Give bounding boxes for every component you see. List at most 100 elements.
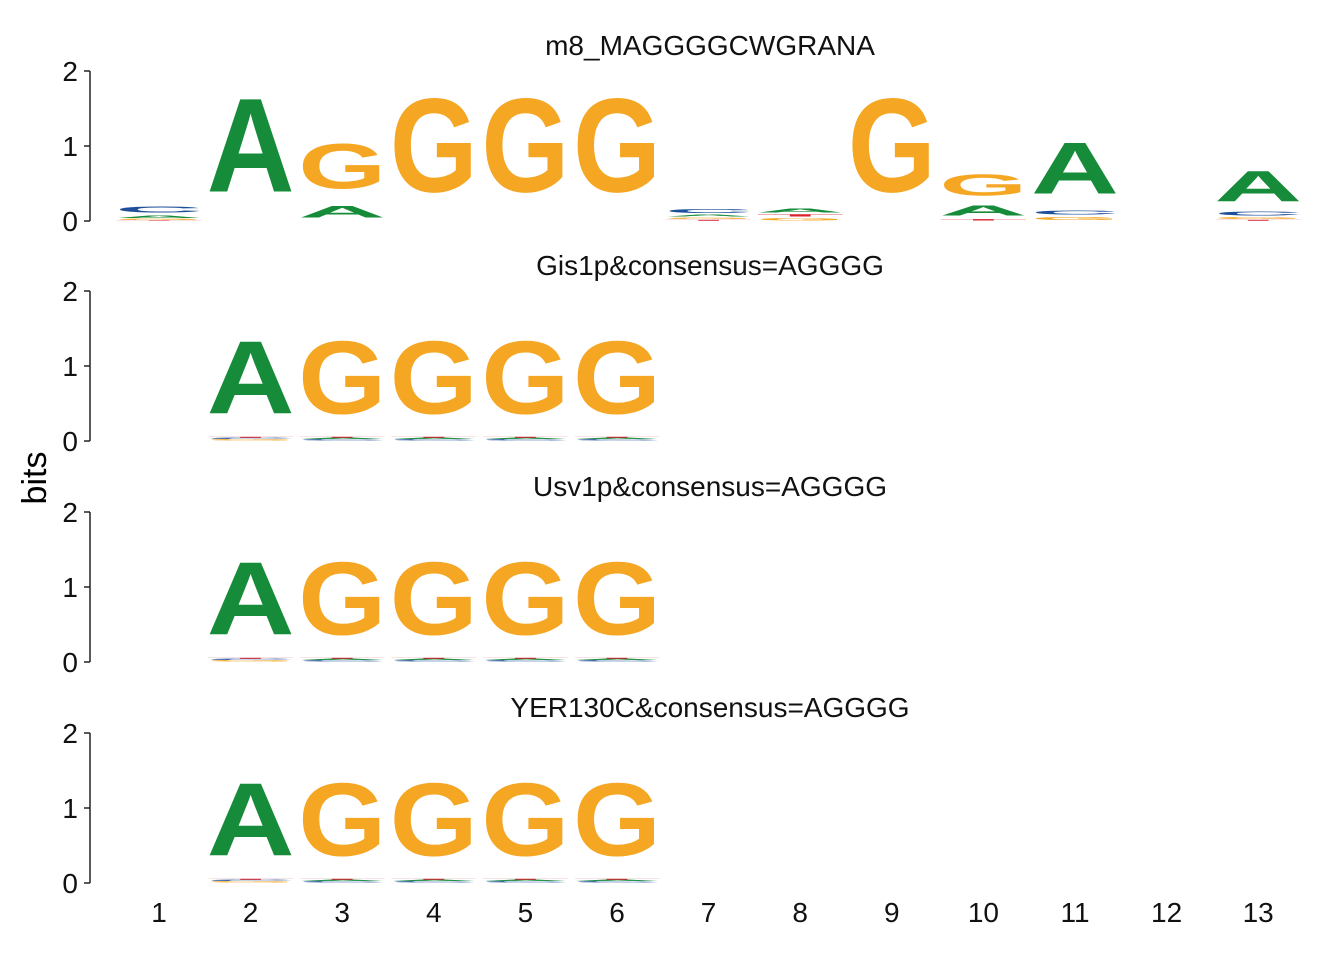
logo-letter-T: T — [1214, 219, 1302, 220]
y-tick-label: 0 — [62, 868, 78, 899]
logo-letter-A: A — [298, 438, 386, 439]
logo-letter-C: C — [665, 208, 753, 214]
logo-letter-A: A — [573, 659, 661, 660]
y-tick-label: 0 — [62, 647, 78, 678]
logo-letter-G: G — [573, 763, 661, 879]
logo-letter-C: C — [298, 661, 386, 662]
logo-letter-A: A — [207, 71, 295, 221]
logo-letter-A: A — [298, 202, 386, 221]
logo-letter-T: T — [390, 657, 478, 658]
y-tick-label: 0 — [62, 426, 78, 457]
logo-panel: Usv1p&consensus=AGGGG012GCTACATGCATGCATG… — [62, 471, 887, 678]
logo-letter-C: C — [1031, 210, 1119, 216]
x-tick-label: 8 — [792, 897, 808, 928]
x-tick-label: 1 — [151, 897, 167, 928]
logo-letter-G: G — [390, 763, 478, 879]
logo-letter-C: C — [207, 880, 295, 881]
y-tick-label: 1 — [62, 572, 78, 603]
logo-letter-A: A — [481, 438, 569, 439]
logo-letter-T: T — [390, 878, 478, 879]
logo-letter-C: C — [481, 661, 569, 662]
logo-letter-C: C — [573, 882, 661, 883]
logo-letter-A: A — [481, 659, 569, 660]
x-tick-label: 10 — [968, 897, 999, 928]
y-tick-label: 2 — [62, 718, 78, 749]
logo-letter-T: T — [573, 657, 661, 658]
logo-letter-T: T — [390, 436, 478, 437]
logo-letter-A: A — [390, 438, 478, 439]
logo-letter-C: C — [390, 661, 478, 662]
logo-letter-T: T — [298, 657, 386, 658]
y-tick-label: 1 — [62, 351, 78, 382]
panel-title: Gis1p&consensus=AGGGG — [536, 250, 884, 281]
logo-letter-G: G — [207, 439, 295, 440]
logo-letter-G: G — [481, 321, 569, 437]
logo-letter-G: G — [298, 131, 386, 202]
logo-letter-T: T — [939, 219, 1027, 221]
logo-letter-T: T — [115, 220, 203, 221]
x-tick-label: 2 — [243, 897, 259, 928]
logo-letter-G: G — [390, 542, 478, 658]
logo-letter-A: A — [115, 214, 203, 218]
logo-letter-G: G — [665, 217, 753, 219]
logo-letter-A: A — [298, 880, 386, 881]
logo-panel: Gis1p&consensus=AGGGG012GCTACATGCATGCATG… — [62, 250, 883, 457]
y-tick-label: 2 — [62, 276, 78, 307]
logo-letter-A: A — [481, 880, 569, 881]
x-tick-label: 3 — [334, 897, 350, 928]
logo-letter-G: G — [298, 321, 386, 437]
logo-letter-G: G — [573, 542, 661, 658]
logo-letter-C: C — [481, 440, 569, 441]
logo-letter-T: T — [207, 436, 295, 437]
logo-letter-T: T — [298, 436, 386, 437]
logo-letter-C: C — [481, 882, 569, 883]
x-tick-label: 6 — [609, 897, 625, 928]
logo-letter-G: G — [1031, 216, 1119, 221]
logo-letter-T: T — [298, 878, 386, 879]
logo-letter-G: G — [298, 763, 386, 879]
y-tick-label: 1 — [62, 131, 78, 162]
logo-letter-A: A — [573, 438, 661, 439]
logo-letter-G: G — [1214, 217, 1302, 220]
x-tick-label: 11 — [1060, 897, 1089, 928]
logo-letter-T: T — [207, 657, 295, 658]
logo-letter-T: T — [665, 219, 753, 220]
logo-letter-C: C — [390, 882, 478, 883]
logo-letter-C: C — [207, 438, 295, 439]
x-tick-label: 4 — [426, 897, 442, 928]
logo-letter-A: A — [939, 202, 1027, 218]
logo-letter-C: C — [207, 659, 295, 660]
logo-letter-T: T — [481, 436, 569, 437]
logo-letter-T: T — [756, 213, 844, 217]
logo-letter-A: A — [207, 762, 295, 878]
x-tick-label: 5 — [518, 897, 534, 928]
y-tick-label: 2 — [62, 497, 78, 528]
logo-letter-C: C — [115, 205, 203, 214]
logo-letter-G: G — [756, 217, 844, 221]
logo-letter-A: A — [756, 208, 844, 214]
logo-letter-T: T — [573, 436, 661, 437]
logo-letter-C: C — [573, 440, 661, 441]
logo-letter-C: C — [298, 882, 386, 883]
logo-letter-G: G — [390, 321, 478, 437]
logo-letter-A: A — [390, 659, 478, 660]
logo-letter-G: G — [481, 542, 569, 658]
logo-letter-T: T — [573, 878, 661, 879]
logo-letter-G: G — [573, 72, 661, 221]
logo-letter-T: T — [207, 878, 295, 879]
logo-letter-A: A — [298, 659, 386, 660]
logo-letter-A: A — [207, 320, 295, 436]
y-tick-label: 0 — [62, 206, 78, 237]
logo-letter-G: G — [207, 660, 295, 661]
x-tick-label: 9 — [884, 897, 900, 928]
x-axis: 1 2 3 4 5 6 7 8 9 10 11 12 13 — [151, 897, 1274, 928]
logo-letter-A: A — [207, 541, 295, 657]
x-tick-label: 13 — [1243, 897, 1274, 928]
x-tick-label: 12 — [1151, 897, 1182, 928]
y-tick-label: 2 — [62, 56, 78, 87]
panel-title: m8_MAGGGGCWGRANA — [545, 30, 875, 61]
logo-letter-G: G — [298, 542, 386, 658]
logo-letter-C: C — [1214, 211, 1302, 217]
